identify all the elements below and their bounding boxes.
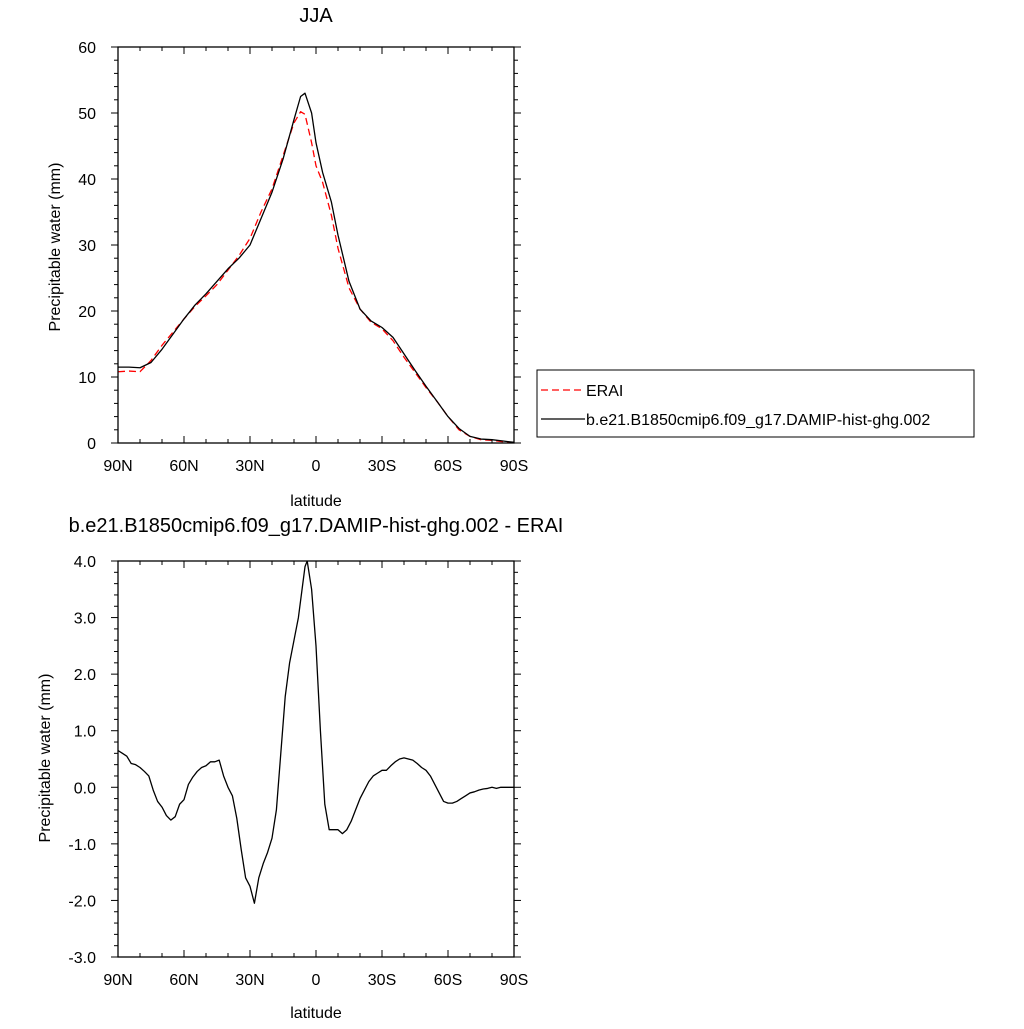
bottom-ytick-label: 3.0 <box>74 611 96 628</box>
bottom-chart-panel: b.e21.B1850cmip6.f09_g17.DAMIP-hist-ghg.… <box>37 515 563 1022</box>
bottom-xtick-label: 0 <box>312 972 321 989</box>
bottom-ytick-label: -1.0 <box>68 837 96 854</box>
top-xtick-label: 30N <box>235 458 264 475</box>
bottom-chart-title: b.e21.B1850cmip6.f09_g17.DAMIP-hist-ghg.… <box>69 515 564 537</box>
top-xtick-label: 90N <box>103 458 132 475</box>
top-chart-panel: JJA latitude Precipitable water (mm) 90N… <box>47 5 528 510</box>
top-chart-title: JJA <box>299 5 333 27</box>
legend: ERAI b.e21.B1850cmip6.f09_g17.DAMIP-hist… <box>536 369 975 438</box>
top-ytick-label: 50 <box>78 106 96 123</box>
bottom-xtick-label: 60S <box>434 972 462 989</box>
top-xtick-label: 60S <box>434 458 462 475</box>
top-xtick-label: 60N <box>169 458 198 475</box>
top-xtick-label: 0 <box>312 458 321 475</box>
bottom-xtick-label: 30S <box>368 972 396 989</box>
top-ytick-label: 30 <box>78 238 96 255</box>
legend-label-model: b.e21.B1850cmip6.f09_g17.DAMIP-hist-ghg.… <box>586 412 930 429</box>
top-ytick-label: 0 <box>87 436 96 453</box>
bottom-series-difference-line <box>118 561 514 904</box>
top-ytick-label: 20 <box>78 304 96 321</box>
top-xtick-label: 90S <box>500 458 528 475</box>
top-chart-ylabel: Precipitable water (mm) <box>47 163 64 332</box>
top-ytick-label: 10 <box>78 370 96 387</box>
bottom-ytick-label: 4.0 <box>74 554 96 571</box>
bottom-ytick-label: 1.0 <box>74 724 96 741</box>
bottom-ytick-label: 2.0 <box>74 667 96 684</box>
bottom-xtick-label: 90N <box>103 972 132 989</box>
top-ytick-label: 40 <box>78 172 96 189</box>
bottom-ytick-label: 0.0 <box>74 780 96 797</box>
bottom-ytick-label: -2.0 <box>68 893 96 910</box>
bottom-chart-xlabel: latitude <box>290 1005 342 1022</box>
bottom-xtick-label: 30N <box>235 972 264 989</box>
bottom-chart-ylabel: Precipitable water (mm) <box>37 674 54 843</box>
bottom-ytick-label: -3.0 <box>68 950 96 967</box>
top-series-b-e21-b1850cmip6-f09-g17-damip-hist-ghg-002-line <box>118 92 514 443</box>
legend-box <box>536 369 975 438</box>
legend-label-erai: ERAI <box>586 383 623 400</box>
bottom-xtick-label: 60N <box>169 972 198 989</box>
bottom-xtick-label: 90S <box>500 972 528 989</box>
top-xtick-label: 30S <box>368 458 396 475</box>
top-ytick-label: 60 <box>78 40 96 57</box>
top-chart-xlabel: latitude <box>290 493 342 510</box>
